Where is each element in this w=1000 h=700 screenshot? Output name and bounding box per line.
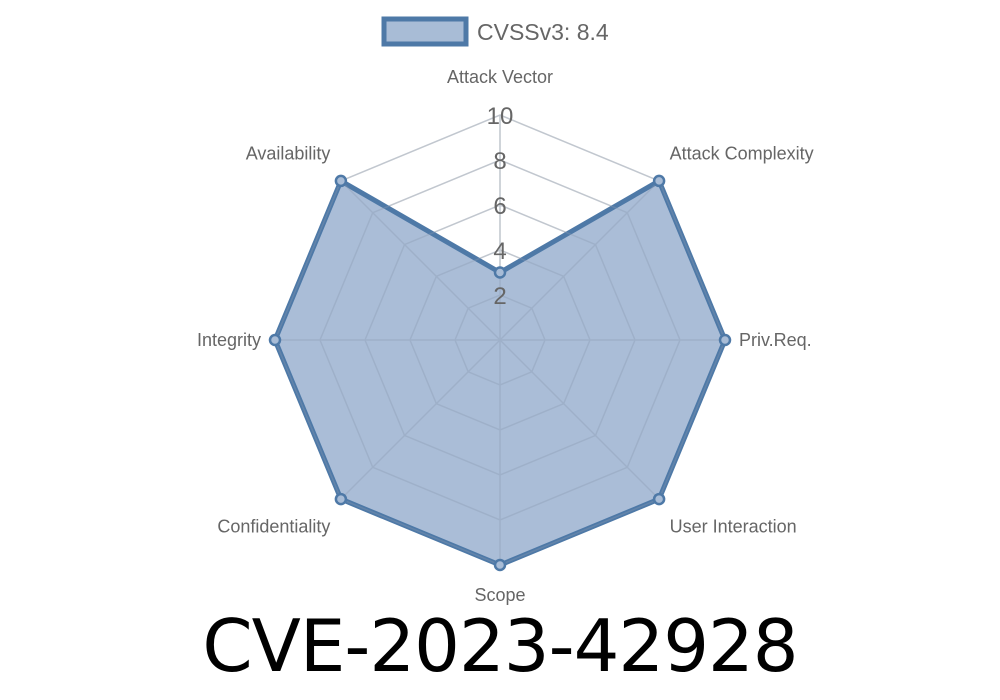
- axis-label: User Interaction: [670, 517, 797, 537]
- data-point[interactable]: [718, 333, 732, 347]
- data-point[interactable]: [652, 492, 666, 506]
- grid-spoke-overlay: [340, 339, 501, 500]
- axis-label: Scope: [474, 585, 525, 605]
- axis-label: Availability: [246, 143, 331, 163]
- legend[interactable]: CVSSv3: 8.4: [381, 16, 609, 47]
- data-point[interactable]: [652, 174, 666, 188]
- axis-label: Confidentiality: [217, 517, 330, 537]
- axis-label: Priv.Req.: [739, 330, 812, 350]
- tick-label: 6: [493, 193, 506, 220]
- radar-chart: Attack Vector Attack Complexity Priv.Req. U…: [197, 16, 814, 605]
- grid-ring-overlay: [364, 204, 636, 476]
- tick-label: 10: [487, 103, 514, 130]
- grid-ring-overlay: [409, 249, 591, 431]
- grid-ring-overlay: [319, 159, 681, 521]
- tick-label: 2: [493, 283, 506, 310]
- data-point[interactable]: [334, 492, 348, 506]
- grid-spoke-overlay: [340, 180, 501, 341]
- tick-label: 4: [493, 238, 506, 265]
- legend-label: CVSSv3: 8.4: [477, 19, 609, 45]
- data-point[interactable]: [493, 558, 507, 572]
- grid-spoke-overlay: [499, 339, 660, 500]
- data-point[interactable]: [334, 174, 348, 188]
- grid-ring-overlay: [454, 294, 546, 386]
- axis-label: Attack Vector: [447, 67, 553, 87]
- data-point[interactable]: [268, 333, 282, 347]
- axis-label: Attack Complexity: [670, 143, 814, 163]
- grid-spoke-overlay: [499, 180, 660, 341]
- tick-label: 8: [493, 148, 506, 175]
- axis-label: Integrity: [197, 330, 261, 350]
- legend-swatch: [381, 16, 469, 47]
- data-point[interactable]: [493, 266, 507, 279]
- cve-title: CVE-2023-42928: [202, 604, 798, 688]
